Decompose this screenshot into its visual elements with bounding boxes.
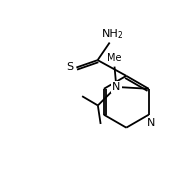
- Text: Me: Me: [107, 53, 122, 63]
- Text: 2: 2: [117, 31, 122, 40]
- Text: S: S: [66, 62, 74, 72]
- Text: N: N: [146, 118, 155, 128]
- Text: NH: NH: [102, 29, 119, 39]
- Text: N: N: [112, 82, 121, 92]
